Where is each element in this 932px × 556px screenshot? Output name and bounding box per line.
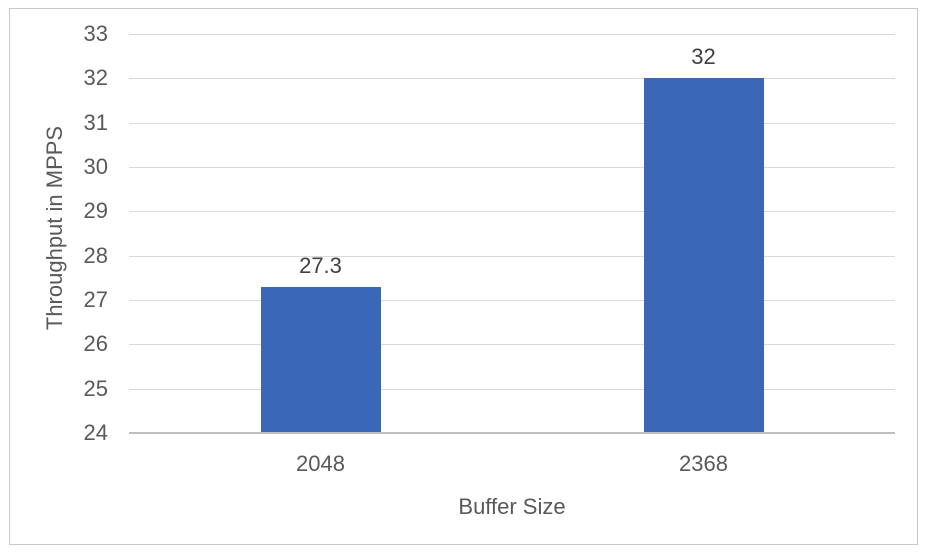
y-gridline — [129, 255, 895, 257]
x-tick-label: 2368 — [679, 451, 728, 476]
y-gridline — [129, 388, 895, 390]
y-tick-label: 27 — [83, 287, 108, 312]
y-gridline — [129, 167, 895, 168]
y-gridline — [129, 34, 895, 35]
y-tick-label: 30 — [83, 154, 108, 179]
y-gridline — [129, 211, 895, 213]
x-axis-title: Buffer Size — [458, 494, 566, 519]
y-tick-label: 32 — [83, 65, 108, 91]
bar-2048 — [260, 286, 381, 432]
y-gridline — [129, 344, 895, 346]
bar-2368 — [643, 78, 764, 432]
y-gridline — [129, 122, 895, 124]
data-label: 27.3 — [299, 252, 342, 278]
y-tick-label: 31 — [83, 109, 108, 135]
y-gridline — [129, 300, 895, 301]
data-label: 32 — [691, 44, 716, 70]
chart-frame — [9, 8, 918, 545]
y-tick-label: 25 — [83, 375, 108, 401]
x-tick-label: 2048 — [296, 451, 345, 476]
y-tick-label: 29 — [83, 198, 108, 224]
y-tick-label: 33 — [83, 21, 108, 46]
y-gridline — [129, 78, 895, 80]
x-axis-line — [129, 432, 895, 434]
y-tick-label: 28 — [83, 242, 108, 268]
y-tick-label: 26 — [83, 331, 108, 357]
y-tick-label: 24 — [83, 420, 108, 445]
